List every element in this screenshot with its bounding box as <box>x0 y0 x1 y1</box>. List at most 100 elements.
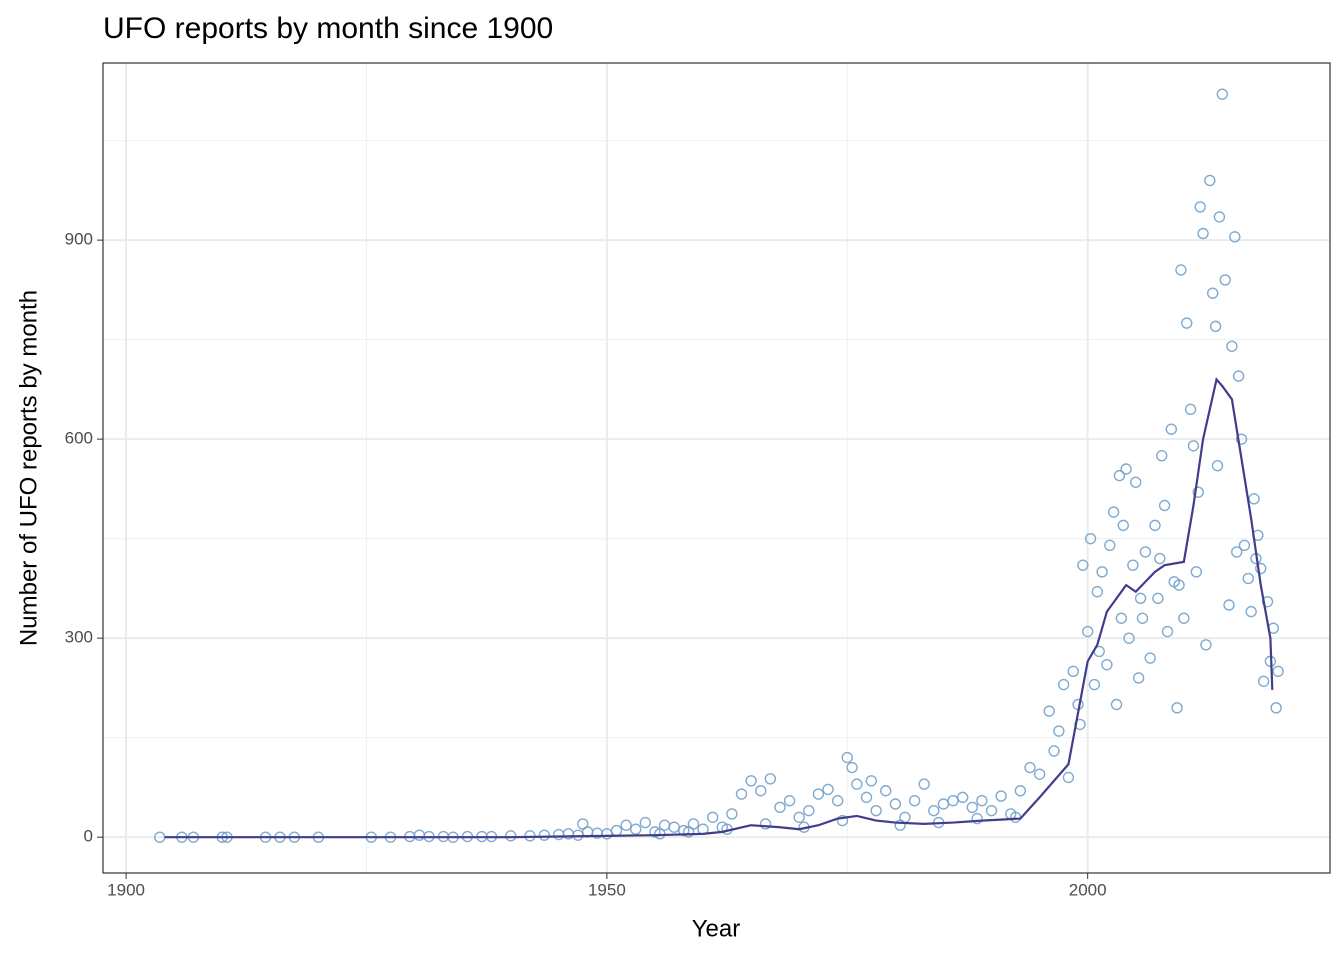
point <box>1272 665 1284 678</box>
point <box>812 788 825 800</box>
point <box>1197 227 1209 240</box>
point <box>793 811 805 823</box>
point <box>1175 264 1187 276</box>
point <box>870 804 882 817</box>
point <box>1158 499 1171 512</box>
point <box>1178 612 1190 624</box>
point <box>639 816 652 829</box>
point <box>928 804 940 817</box>
point <box>985 804 998 817</box>
point <box>1235 433 1248 445</box>
point <box>620 819 632 831</box>
point <box>976 794 988 807</box>
point <box>1226 340 1238 352</box>
point <box>1213 211 1226 223</box>
point <box>1156 450 1168 462</box>
point <box>1219 274 1231 286</box>
point <box>1077 559 1089 571</box>
point <box>1194 201 1206 213</box>
point <box>803 804 815 817</box>
point <box>1248 493 1260 505</box>
point <box>1104 539 1116 551</box>
point <box>630 823 642 835</box>
point <box>1200 639 1212 651</box>
y-tick-label: 0 <box>84 827 93 846</box>
chart-title: UFO reports by month since 1900 <box>103 12 553 45</box>
point <box>1184 403 1197 415</box>
point <box>880 785 892 797</box>
point <box>1173 579 1185 591</box>
point <box>1261 595 1274 608</box>
point <box>836 814 849 827</box>
point <box>995 790 1007 802</box>
y-tick-label: 300 <box>65 628 93 647</box>
point <box>505 830 517 842</box>
point <box>1139 546 1152 558</box>
point <box>851 778 863 790</box>
point <box>1115 612 1128 624</box>
point <box>1154 552 1166 565</box>
point <box>841 751 853 764</box>
point <box>860 791 873 804</box>
point <box>668 821 680 833</box>
point <box>908 794 921 807</box>
point <box>1187 440 1200 452</box>
point <box>1245 605 1257 618</box>
point <box>1144 652 1156 664</box>
point <box>1088 678 1101 691</box>
point <box>610 824 623 837</box>
x-tick-label: 1950 <box>588 880 626 899</box>
point <box>1053 725 1065 737</box>
point <box>1255 562 1267 575</box>
point <box>1134 592 1147 605</box>
point <box>759 818 772 830</box>
point <box>1062 771 1075 784</box>
x-axis-label: Year <box>692 915 741 942</box>
point <box>735 788 748 800</box>
point <box>764 773 777 785</box>
point <box>538 829 551 841</box>
y-tick-label: 900 <box>65 230 93 249</box>
point <box>918 778 930 790</box>
point <box>1161 625 1174 638</box>
x-tick-label: 2000 <box>1069 880 1107 899</box>
point <box>1257 675 1270 687</box>
point <box>1067 665 1079 678</box>
point <box>1117 519 1129 532</box>
point <box>755 785 767 797</box>
point <box>1096 566 1108 578</box>
point <box>1024 761 1036 774</box>
point <box>1229 231 1241 243</box>
point <box>1209 320 1222 333</box>
point <box>947 794 959 807</box>
point <box>1043 705 1055 717</box>
y-axis-label: Number of UFO reports by month <box>15 290 42 646</box>
point <box>822 783 834 796</box>
point <box>1136 612 1149 624</box>
point <box>1127 559 1139 571</box>
point <box>971 812 983 825</box>
point <box>1057 678 1070 691</box>
point <box>1130 476 1142 488</box>
point <box>1081 625 1094 638</box>
point <box>1171 702 1183 714</box>
point <box>1238 539 1251 551</box>
point <box>1014 785 1027 797</box>
point <box>1110 698 1123 711</box>
point <box>1048 745 1060 757</box>
point <box>1084 532 1097 545</box>
point <box>1120 463 1132 475</box>
point <box>1107 506 1120 518</box>
point <box>1223 599 1235 611</box>
plot-border <box>102 62 1331 874</box>
point <box>1192 486 1204 498</box>
point <box>1181 317 1193 329</box>
point <box>413 829 426 841</box>
point <box>865 775 878 787</box>
point <box>774 801 786 814</box>
point <box>1232 370 1245 382</box>
point <box>1123 632 1135 644</box>
trend-line <box>164 377 1274 839</box>
point <box>678 824 690 837</box>
